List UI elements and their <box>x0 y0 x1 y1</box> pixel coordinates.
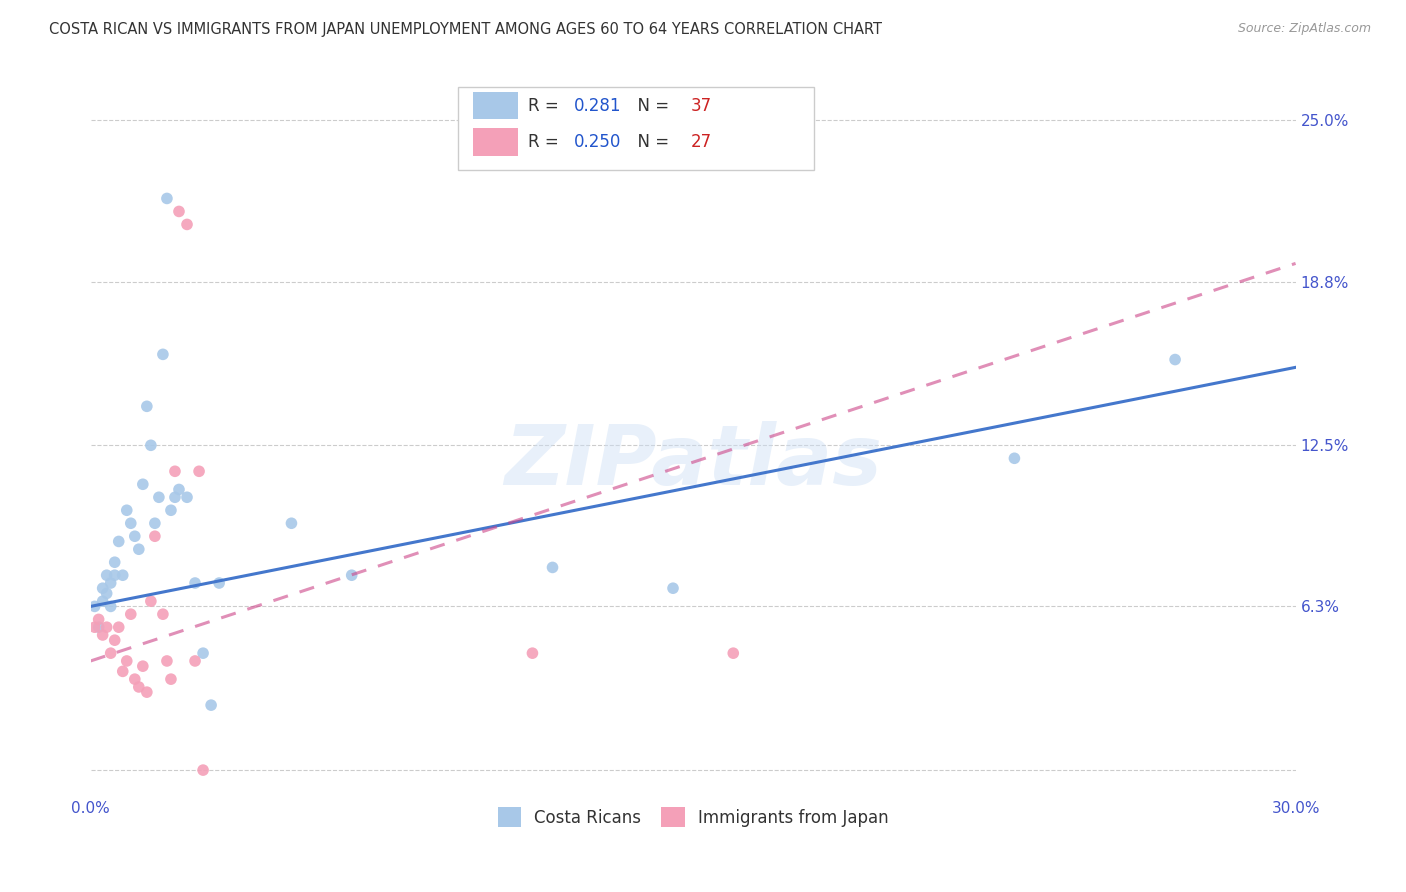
Text: Source: ZipAtlas.com: Source: ZipAtlas.com <box>1237 22 1371 36</box>
Point <box>191 646 214 660</box>
Point <box>1164 352 1187 367</box>
Point <box>160 503 183 517</box>
Legend: Costa Ricans, Immigrants from Japan: Costa Ricans, Immigrants from Japan <box>489 799 897 835</box>
Point <box>104 555 127 569</box>
Point <box>191 763 214 777</box>
Point <box>662 581 685 595</box>
Point <box>96 620 118 634</box>
Point <box>522 646 544 660</box>
Point <box>115 654 138 668</box>
Text: COSTA RICAN VS IMMIGRANTS FROM JAPAN UNEMPLOYMENT AMONG AGES 60 TO 64 YEARS CORR: COSTA RICAN VS IMMIGRANTS FROM JAPAN UNE… <box>49 22 882 37</box>
Point <box>124 529 146 543</box>
Text: 27: 27 <box>690 133 711 151</box>
Point <box>188 464 211 478</box>
Point <box>87 612 110 626</box>
Point <box>100 646 122 660</box>
FancyBboxPatch shape <box>472 92 519 120</box>
Point <box>107 620 129 634</box>
Point <box>120 607 142 622</box>
Point <box>124 672 146 686</box>
Text: N =: N = <box>627 133 675 151</box>
Point <box>156 191 179 205</box>
FancyBboxPatch shape <box>472 128 519 156</box>
Point <box>139 594 162 608</box>
Text: 0.281: 0.281 <box>574 96 621 115</box>
Text: R =: R = <box>529 133 564 151</box>
Text: N =: N = <box>627 96 675 115</box>
Text: ZIPatlas: ZIPatlas <box>505 421 882 502</box>
Point <box>143 516 166 531</box>
Point <box>111 665 134 679</box>
Point <box>104 633 127 648</box>
Point <box>184 576 207 591</box>
Point <box>135 685 157 699</box>
Point <box>176 490 198 504</box>
Point <box>1002 451 1025 466</box>
Point <box>156 654 179 668</box>
Point <box>160 672 183 686</box>
Point <box>208 576 231 591</box>
Point <box>128 542 150 557</box>
Point <box>152 607 174 622</box>
Point <box>96 568 118 582</box>
FancyBboxPatch shape <box>458 87 814 170</box>
Point <box>91 628 114 642</box>
Point <box>723 646 745 660</box>
Point <box>100 576 122 591</box>
Point <box>104 568 127 582</box>
Point <box>167 204 190 219</box>
Point <box>91 594 114 608</box>
Point <box>96 586 118 600</box>
Point <box>132 477 155 491</box>
Point <box>135 400 157 414</box>
Point <box>111 568 134 582</box>
Point <box>541 560 564 574</box>
Point <box>143 529 166 543</box>
Point <box>132 659 155 673</box>
Point <box>280 516 302 531</box>
Point <box>163 490 186 504</box>
Point <box>152 347 174 361</box>
Point <box>340 568 363 582</box>
Point <box>100 599 122 614</box>
Point <box>176 218 198 232</box>
Point <box>163 464 186 478</box>
Point <box>148 490 170 504</box>
Point <box>83 620 105 634</box>
Point <box>167 483 190 497</box>
Text: 0.250: 0.250 <box>574 133 621 151</box>
Point <box>87 620 110 634</box>
Point <box>200 698 222 713</box>
Point <box>107 534 129 549</box>
Text: 37: 37 <box>690 96 711 115</box>
Point <box>120 516 142 531</box>
Point <box>128 680 150 694</box>
Text: R =: R = <box>529 96 564 115</box>
Point <box>115 503 138 517</box>
Point <box>184 654 207 668</box>
Point <box>83 599 105 614</box>
Point <box>91 581 114 595</box>
Point <box>139 438 162 452</box>
